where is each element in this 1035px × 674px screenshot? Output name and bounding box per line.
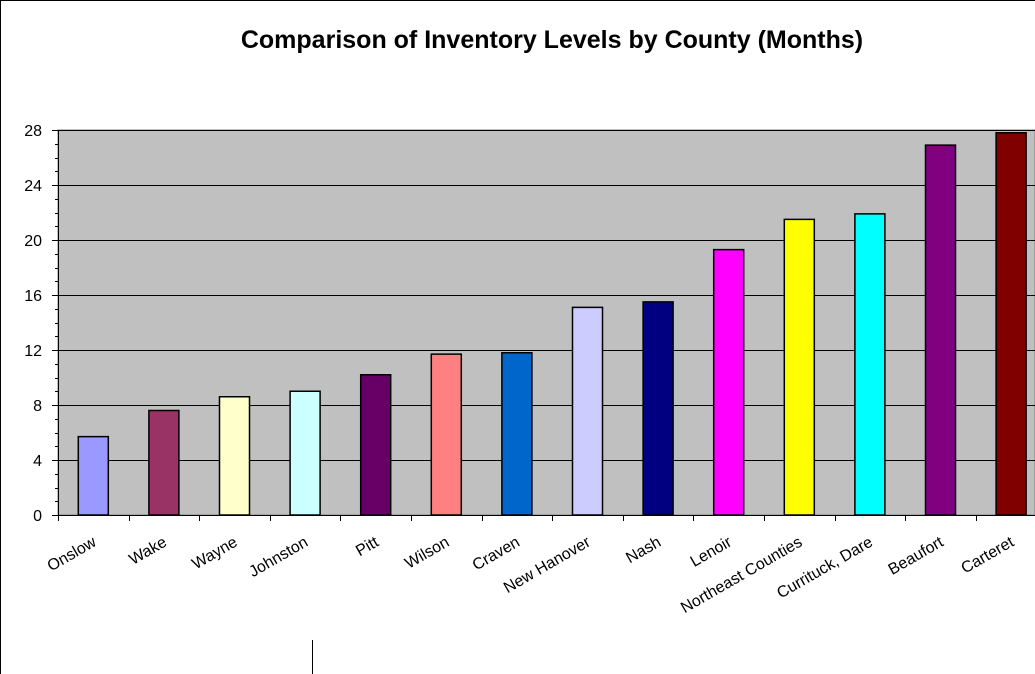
- x-tick-label: Onslow: [45, 534, 100, 576]
- chart-title: Comparison of Inventory Levels by County…: [241, 26, 863, 54]
- bar-lenoir: [712, 248, 745, 516]
- y-tick-label: 8: [33, 398, 42, 415]
- bar-johnston: [289, 390, 321, 516]
- bar-beaufort: [924, 144, 957, 516]
- x-tick-label: Northeast Counties: [678, 534, 805, 617]
- x-axis: Onslow Wake Wayne Johnston Pitt Wilson Craven N…: [45, 515, 1035, 617]
- bars: [77, 132, 1027, 516]
- bar-nash: [642, 301, 674, 516]
- y-tick-label: 12: [24, 343, 42, 360]
- bar-craven: [501, 352, 533, 516]
- x-tick-label: Beaufort: [886, 533, 947, 578]
- y-tick-label: 28: [24, 123, 42, 140]
- bar-new-hanover: [571, 306, 604, 516]
- x-tick-label: Johnston: [246, 534, 311, 581]
- x-tick-label: Pitt: [353, 533, 382, 560]
- bar-wayne: [218, 396, 251, 516]
- plot-area: 0 4 8 12 16 20 24 28 Onslow Wake Wayne Johnston Pit…: [24, 123, 1035, 617]
- x-tick-label: Craven: [470, 534, 523, 575]
- bar-northeast-counties: [783, 218, 816, 516]
- x-tick-label: Nash: [623, 534, 664, 567]
- bar-onslow: [77, 435, 110, 516]
- x-tick-label: Wake: [126, 534, 169, 569]
- y-tick-label: 24: [24, 178, 42, 195]
- y-tick-label: 0: [33, 508, 42, 525]
- bar-pitt: [359, 374, 392, 516]
- y-axis: 0 4 8 12 16 20 24 28: [24, 123, 59, 525]
- x-tick-label: Wilson: [402, 534, 452, 573]
- x-tick-label: Carteret: [959, 533, 1018, 577]
- bar-wake: [148, 409, 180, 516]
- y-tick-label: 16: [24, 288, 42, 305]
- y-tick-label: 4: [33, 453, 42, 470]
- bar-wilson: [430, 353, 463, 516]
- plot-background: [57, 129, 1035, 516]
- bar-carteret: [995, 132, 1027, 516]
- y-tick-label: 20: [24, 233, 42, 250]
- bar-currituck-dare: [854, 213, 886, 516]
- x-tick-label: Lenoir: [688, 533, 736, 570]
- x-tick-label: Wayne: [189, 534, 240, 573]
